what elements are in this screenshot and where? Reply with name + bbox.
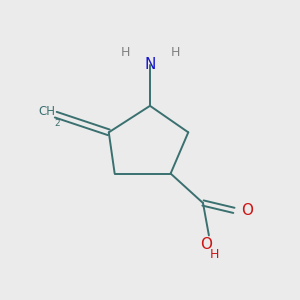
- Text: H: H: [210, 248, 220, 261]
- Text: O: O: [241, 203, 253, 218]
- Text: N: N: [144, 57, 156, 72]
- Text: H: H: [170, 46, 180, 59]
- Text: O: O: [200, 237, 212, 252]
- Text: CH: CH: [39, 105, 56, 118]
- Text: H: H: [120, 46, 130, 59]
- Text: 2: 2: [54, 119, 60, 128]
